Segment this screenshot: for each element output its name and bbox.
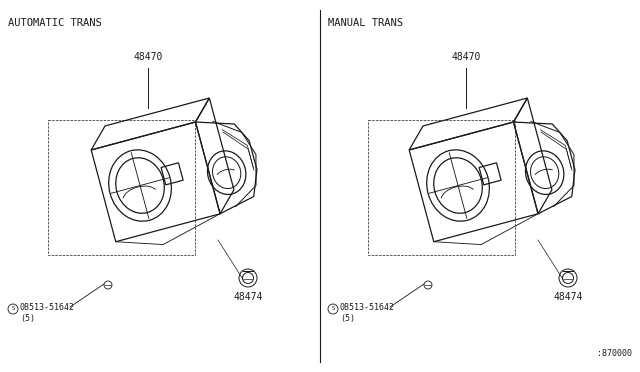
- Text: 08513-51642: 08513-51642: [340, 302, 395, 311]
- Text: (5): (5): [340, 314, 355, 323]
- Text: 08513-51642: 08513-51642: [20, 302, 75, 311]
- Text: :870000: :870000: [597, 349, 632, 358]
- Text: (5): (5): [20, 314, 35, 323]
- Text: 48470: 48470: [133, 52, 163, 62]
- Bar: [368, 120, 515, 255]
- Text: 48474: 48474: [234, 292, 262, 302]
- Text: S: S: [12, 307, 15, 311]
- Text: 48474: 48474: [554, 292, 582, 302]
- Text: 48470: 48470: [451, 52, 481, 62]
- Bar: [48, 120, 195, 255]
- Text: S: S: [332, 307, 335, 311]
- Text: MANUAL TRANS: MANUAL TRANS: [328, 18, 403, 28]
- Text: AUTOMATIC TRANS: AUTOMATIC TRANS: [8, 18, 102, 28]
